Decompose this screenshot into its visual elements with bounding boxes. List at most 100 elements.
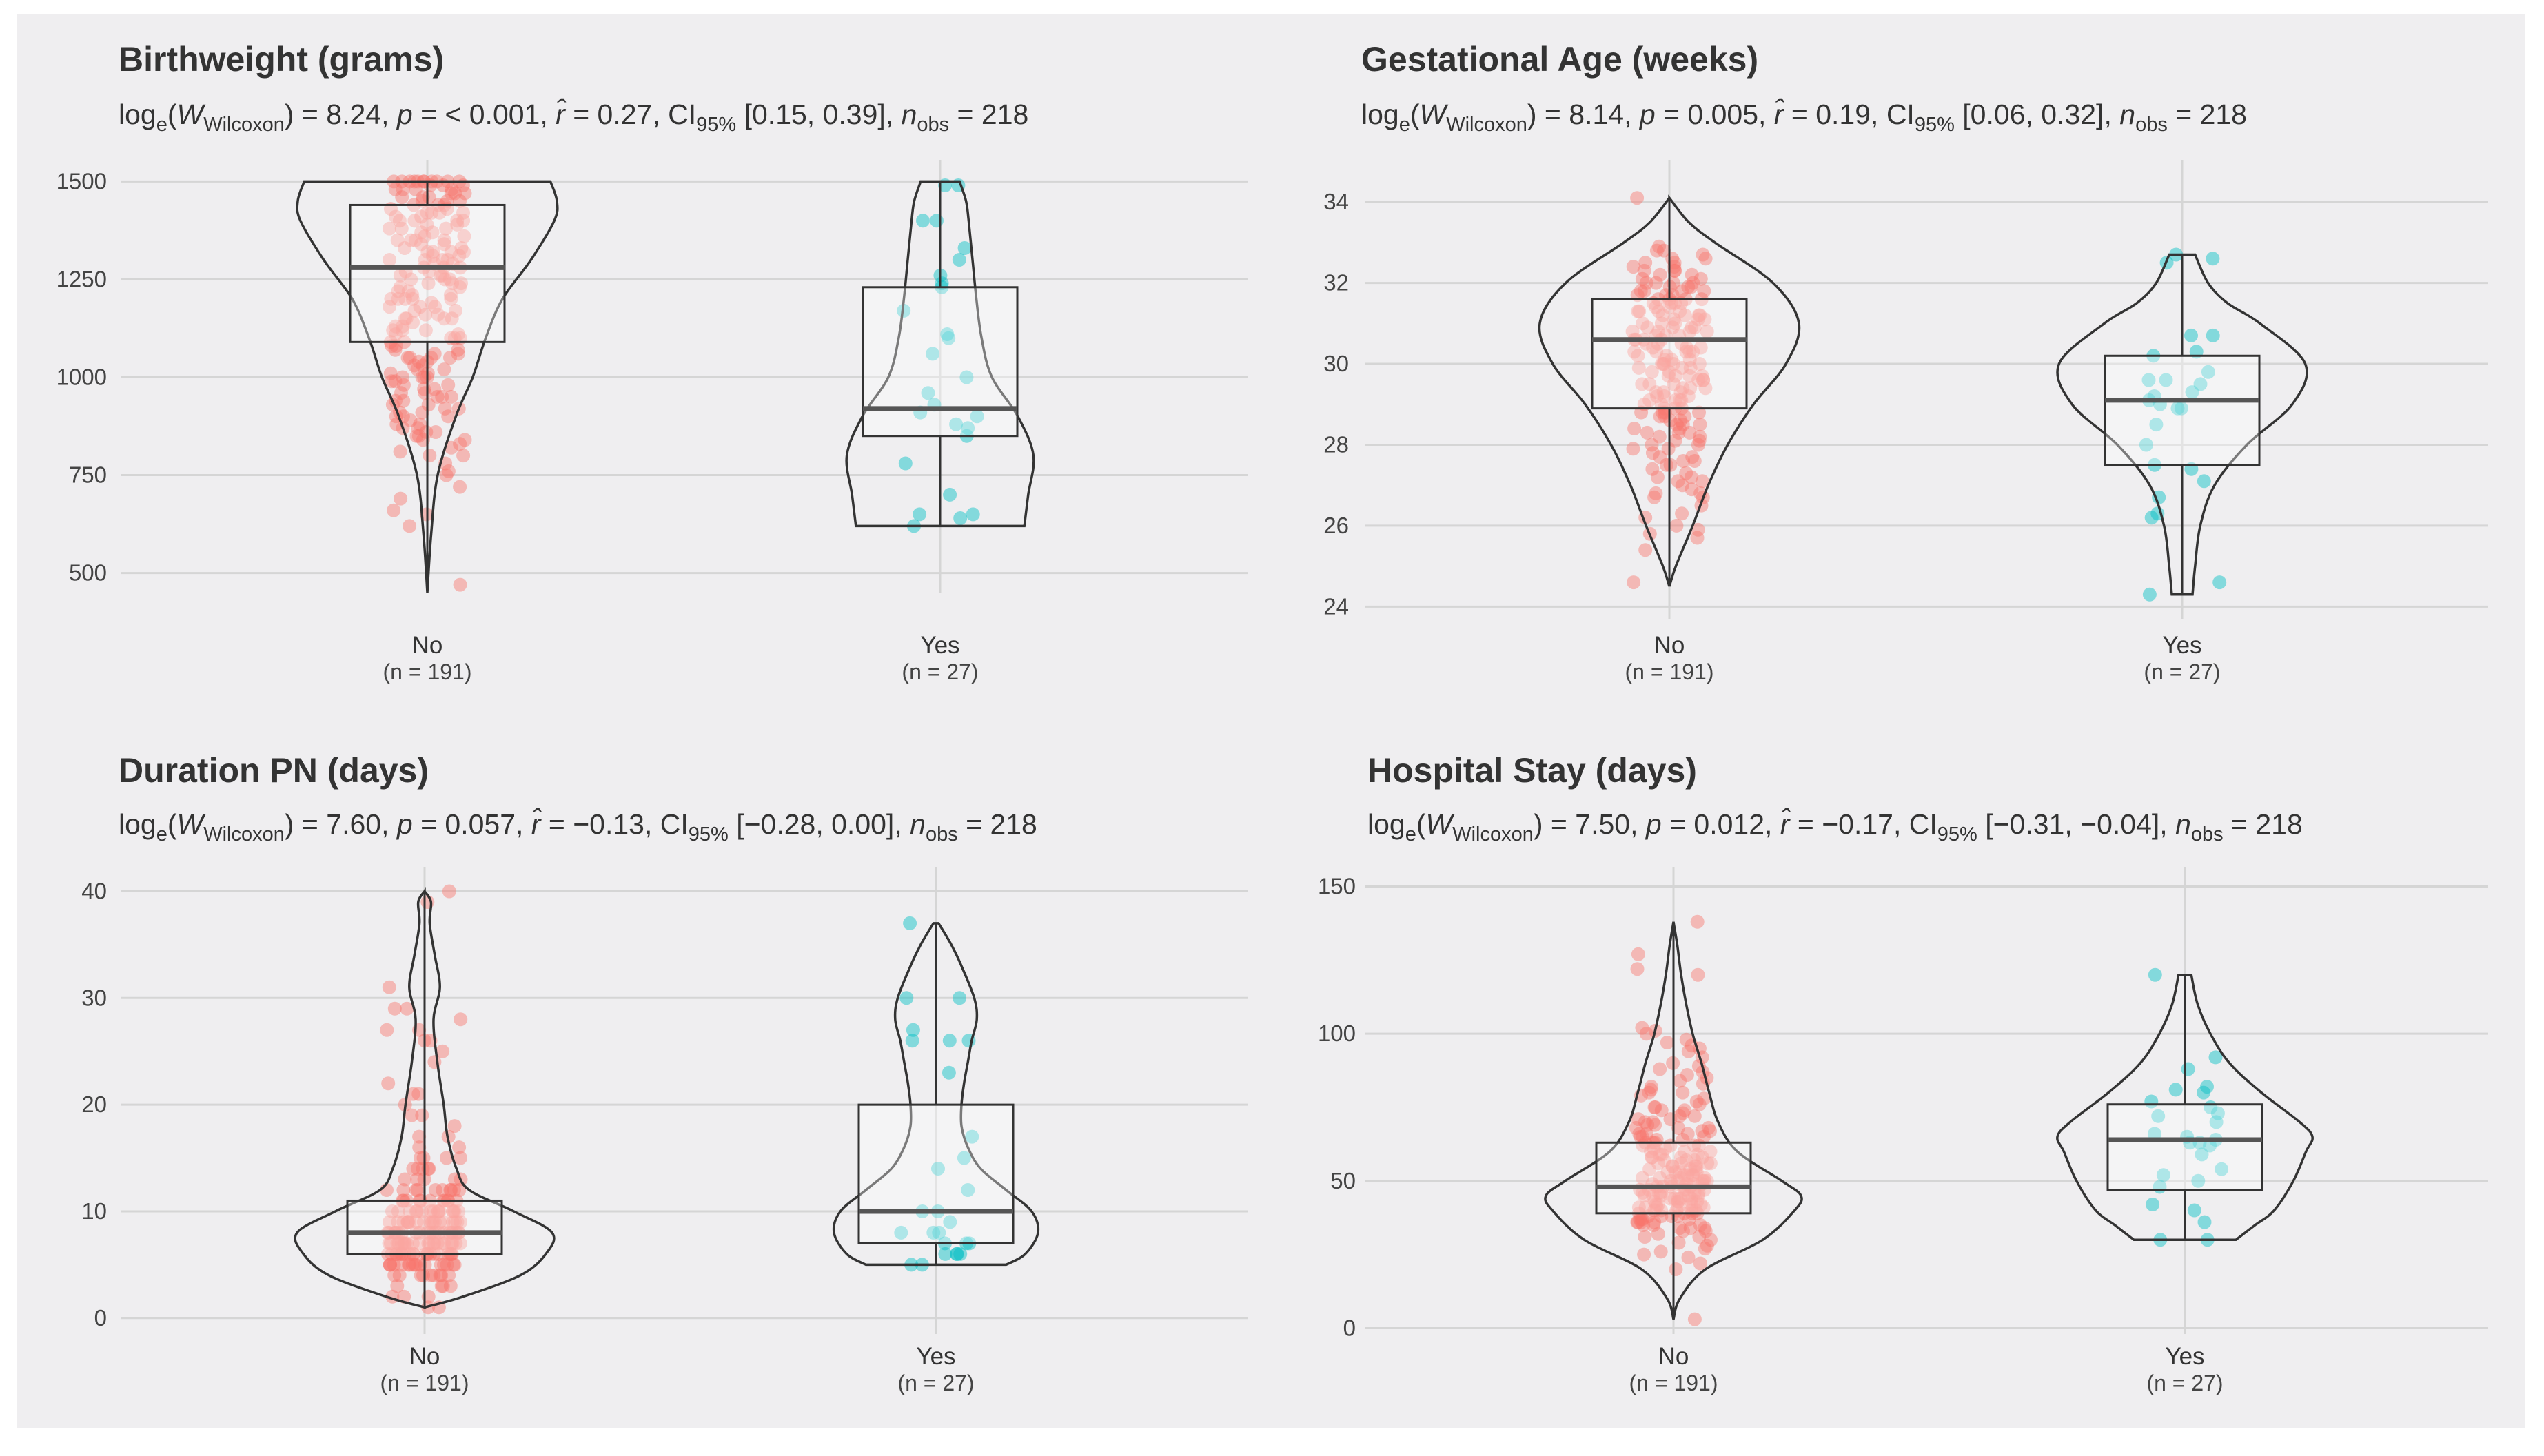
data-point-no: [1679, 466, 1693, 480]
data-point-no: [1633, 1129, 1647, 1144]
data-point-no: [1671, 1173, 1685, 1188]
data-point-no: [1662, 300, 1676, 314]
data-point-no: [402, 1258, 416, 1272]
data-point-yes: [940, 327, 955, 341]
data-point-no: [1632, 304, 1647, 318]
data-point-no: [1637, 284, 1651, 298]
data-point-no: [427, 1268, 441, 1282]
data-point-no: [1674, 1150, 1688, 1165]
data-point-no: [1640, 425, 1654, 440]
data-point-no: [1680, 1068, 1694, 1082]
data-point-no: [439, 468, 454, 482]
data-point-no: [398, 1172, 412, 1187]
data-point-no: [1649, 345, 1664, 359]
data-point-no: [1627, 422, 1642, 435]
data-point-no: [428, 1183, 442, 1197]
data-point-no: [1633, 1212, 1647, 1227]
data-point-no: [1678, 1103, 1692, 1118]
data-point-no: [410, 1183, 425, 1197]
y-tick-label: 26: [1323, 513, 1349, 538]
data-point-yes: [959, 370, 974, 384]
data-point-no: [412, 1236, 427, 1251]
data-point-no: [444, 291, 458, 306]
data-point-no: [389, 327, 403, 341]
data-point-no: [1636, 1171, 1649, 1185]
data-point-no: [410, 1172, 425, 1187]
data-point-yes: [894, 1225, 908, 1240]
data-point-no: [410, 1162, 425, 1176]
data-point-no: [418, 229, 432, 243]
data-point-yes: [966, 507, 980, 522]
chart-subtitle: loge(WWilcoxon) = 8.14, p = 0.005, r̂ = …: [1361, 98, 2247, 136]
data-point-no: [382, 1236, 396, 1251]
data-point-yes: [942, 1034, 957, 1048]
data-point-no: [1698, 1221, 1712, 1235]
data-point-no: [394, 1236, 409, 1251]
y-tick-label: 30: [81, 985, 107, 1010]
data-point-no: [408, 233, 423, 247]
data-point-no: [1696, 247, 1710, 262]
data-point-no: [1667, 1191, 1682, 1206]
data-point-no: [1676, 454, 1691, 468]
data-point-no: [414, 1268, 428, 1282]
data-point-no: [446, 1258, 460, 1272]
data-point-no: [1683, 360, 1698, 375]
data-point-yes: [2197, 1085, 2211, 1100]
data-point-no: [1631, 1200, 1646, 1215]
chart-subtitle: loge(WWilcoxon) = 8.24, p = < 0.001, r̂ …: [119, 98, 1028, 136]
data-point-no: [1631, 360, 1646, 375]
data-point-no: [383, 1215, 396, 1229]
data-point-no: [1671, 425, 1686, 440]
data-point-no: [433, 1215, 447, 1229]
data-point-no: [1689, 1159, 1704, 1173]
data-point-no: [405, 1258, 420, 1272]
data-point-no: [388, 182, 403, 196]
data-point-no: [1648, 1100, 1662, 1114]
data-point-no: [426, 249, 440, 263]
data-point-no: [448, 1215, 462, 1229]
data-point-no: [1674, 393, 1689, 407]
data-point-no: [1676, 1224, 1690, 1238]
data-point-no: [400, 1236, 414, 1251]
data-point-no: [1667, 312, 1681, 327]
data-point-no: [1689, 1094, 1704, 1109]
data-point-no: [1673, 304, 1687, 318]
data-point-no: [1649, 1200, 1664, 1215]
data-point-no: [453, 280, 467, 294]
data-point-no: [387, 1268, 402, 1282]
data-point-no: [391, 284, 405, 298]
data-point-no: [452, 1183, 467, 1197]
data-point-no: [1686, 276, 1700, 290]
data-point-no: [449, 1236, 463, 1251]
data-point-no: [448, 186, 462, 201]
data-point-yes: [903, 916, 917, 930]
data-point-no: [1652, 239, 1667, 254]
y-tick-label: 1000: [57, 364, 107, 389]
data-point-no: [396, 1183, 411, 1197]
data-point-no: [424, 296, 438, 310]
data-point-no: [1639, 276, 1653, 290]
data-point-yes: [2149, 418, 2164, 432]
data-point-no: [1653, 1189, 1668, 1203]
data-point-yes: [899, 991, 914, 1005]
data-point-no: [1691, 1189, 1705, 1203]
data-point-no: [391, 1215, 405, 1229]
data-point-yes: [953, 511, 968, 525]
data-point-no: [1680, 1168, 1695, 1182]
data-point-no: [396, 319, 410, 334]
data-point-yes: [961, 1183, 975, 1197]
data-point-no: [1626, 442, 1640, 456]
data-point-no: [445, 182, 459, 196]
data-point-no: [1653, 267, 1667, 282]
data-point-no: [385, 374, 399, 389]
data-point-no: [1696, 1173, 1710, 1188]
data-point-no: [1691, 438, 1705, 452]
data-point-no: [1687, 1153, 1702, 1167]
data-point-no: [1642, 1162, 1657, 1176]
data-point-no: [1650, 389, 1665, 403]
y-tick-label: 150: [1318, 874, 1356, 899]
data-point-no: [1651, 1198, 1665, 1211]
data-point-yes: [2184, 328, 2198, 342]
data-point-no: [438, 272, 452, 287]
data-point-no: [1685, 320, 1699, 335]
